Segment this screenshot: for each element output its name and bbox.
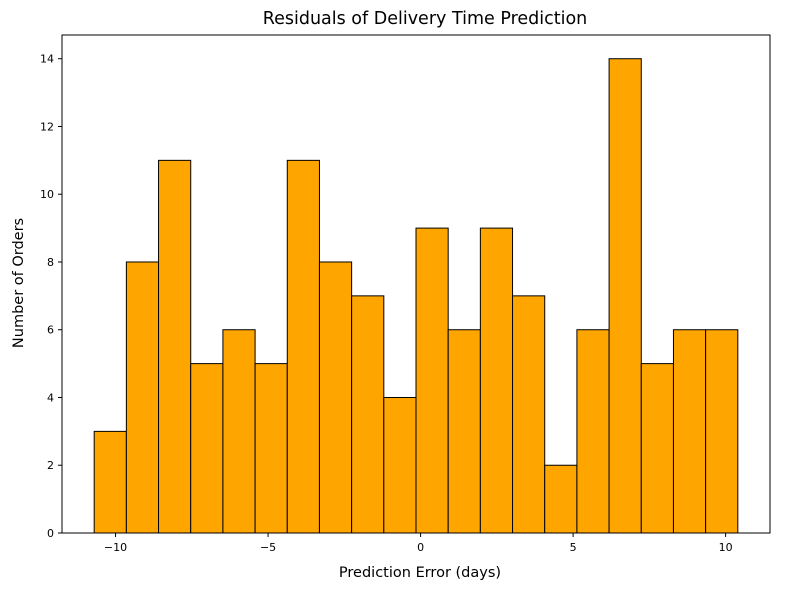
histogram-bar [640, 363, 674, 534]
x-tick-label: −5 [260, 541, 276, 554]
histogram-bar [608, 58, 642, 534]
histogram-bar [190, 363, 224, 534]
y-tick-label: 10 [40, 188, 54, 201]
x-axis-label: Prediction Error (days) [339, 565, 501, 581]
y-tick-label: 4 [47, 391, 54, 404]
histogram-bar [318, 261, 353, 534]
histogram-bar [447, 329, 481, 534]
histogram-bar [544, 464, 578, 534]
histogram-bar [254, 363, 288, 534]
histogram-bar [222, 329, 256, 534]
y-axis-ticks: 0 2 4 6 8 10 12 14 [40, 53, 62, 540]
axes-frame [61, 34, 771, 534]
x-tick-label: 10 [719, 541, 733, 554]
x-tick-label: 5 [570, 541, 577, 554]
histogram-bar [512, 295, 546, 534]
y-tick-label: 2 [47, 459, 54, 472]
histogram-bar [286, 159, 320, 534]
histogram-bar [158, 159, 192, 534]
bars-group [93, 58, 739, 534]
chart-title: Residuals of Delivery Time Prediction [263, 9, 588, 29]
histogram-bar [125, 261, 160, 534]
histogram-bar [576, 329, 610, 534]
y-tick-label: 12 [40, 120, 54, 133]
y-tick-label: 6 [47, 324, 54, 337]
histogram-bar [383, 396, 417, 534]
y-tick-label: 14 [40, 53, 54, 66]
x-tick-label: 0 [417, 541, 424, 554]
y-tick-label: 0 [47, 527, 54, 540]
histogram-bar [672, 329, 707, 534]
histogram-bar [93, 430, 127, 534]
histogram-bar [351, 295, 385, 534]
y-axis-label: Number of Orders [11, 218, 27, 348]
histogram-bar [479, 227, 514, 534]
histogram-bar [705, 329, 739, 534]
histogram-bar [415, 227, 449, 534]
x-tick-label: −10 [104, 541, 127, 554]
y-tick-label: 8 [47, 256, 54, 269]
x-axis-ticks: −10 −5 0 5 10 [104, 533, 733, 554]
